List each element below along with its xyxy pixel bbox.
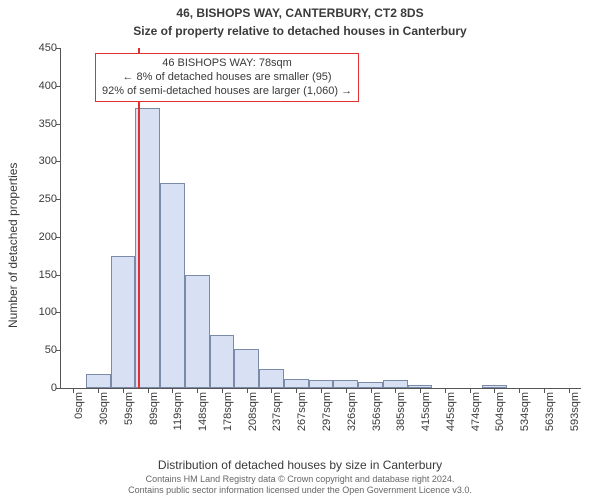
chart-container: { "titles": { "line1": "46, BISHOPS WAY,…	[0, 0, 600, 500]
x-tick-label: 30sqm	[98, 392, 110, 425]
y-tick-label: 300	[39, 155, 57, 167]
x-axis-label: Distribution of detached houses by size …	[0, 458, 600, 472]
y-tick-label: 50	[45, 344, 57, 356]
histogram-bar	[210, 335, 235, 388]
x-tick-label: 119sqm	[172, 392, 184, 430]
x-tick-label: 0sqm	[73, 392, 85, 419]
x-tick-label: 504sqm	[494, 392, 506, 431]
y-tick-label: 150	[39, 269, 57, 281]
info-box-line: ← 8% of detached houses are smaller (95)	[102, 71, 352, 85]
histogram-bar	[160, 183, 185, 389]
x-tick-label: 208sqm	[247, 392, 259, 431]
histogram-bar	[86, 374, 111, 388]
histogram-bar	[185, 275, 210, 388]
x-tick-label: 148sqm	[197, 392, 209, 431]
histogram-bar	[309, 380, 334, 388]
x-tick-label: 474sqm	[470, 392, 482, 431]
x-tick-label: 326sqm	[346, 392, 358, 431]
y-tick-label: 0	[51, 382, 57, 394]
histogram-bar	[383, 380, 408, 388]
histogram-bar	[111, 256, 136, 388]
x-tick-label: 178sqm	[222, 392, 234, 431]
y-tick-label: 100	[39, 306, 57, 318]
x-tick-label: 563sqm	[544, 392, 556, 431]
y-tick-label: 450	[39, 42, 57, 54]
histogram-bar	[259, 369, 284, 388]
y-tick-label: 250	[39, 193, 57, 205]
histogram-bar	[482, 385, 507, 388]
x-tick-label: 356sqm	[371, 392, 383, 431]
y-tick-label: 200	[39, 231, 57, 243]
x-tick-label: 445sqm	[445, 392, 457, 431]
x-tick-label: 237sqm	[271, 392, 283, 431]
histogram-bar	[333, 380, 358, 388]
chart-title-address: 46, BISHOPS WAY, CANTERBURY, CT2 8DS	[0, 6, 600, 20]
x-tick-label: 593sqm	[569, 392, 581, 431]
y-axis-label: Number of detached properties	[6, 163, 20, 328]
chart-title-subtitle: Size of property relative to detached ho…	[0, 24, 600, 38]
x-tick-label: 267sqm	[296, 392, 308, 431]
x-tick-label: 385sqm	[395, 392, 407, 431]
histogram-bar	[408, 385, 433, 388]
histogram-bar	[358, 382, 383, 388]
credit-text: Contains HM Land Registry data © Crown c…	[0, 474, 600, 496]
info-box-line: 92% of semi-detached houses are larger (…	[102, 85, 352, 99]
histogram-bar	[284, 379, 309, 388]
x-tick-label: 534sqm	[519, 392, 531, 431]
x-tick-label: 415sqm	[420, 392, 432, 431]
x-tick-label: 59sqm	[123, 392, 135, 425]
credit-line-1: Contains HM Land Registry data © Crown c…	[0, 474, 600, 485]
histogram-bar	[234, 349, 259, 388]
y-tick-label: 350	[39, 118, 57, 130]
x-tick-label: 89sqm	[148, 392, 160, 425]
info-box-line: 46 BISHOPS WAY: 78sqm	[102, 57, 352, 71]
info-box: 46 BISHOPS WAY: 78sqm← 8% of detached ho…	[95, 53, 359, 102]
x-tick-label: 297sqm	[321, 392, 333, 431]
plot-area: 0501001502002503003504004500sqm30sqm59sq…	[60, 48, 581, 389]
credit-line-2: Contains public sector information licen…	[0, 485, 600, 496]
y-tick-label: 400	[39, 80, 57, 92]
